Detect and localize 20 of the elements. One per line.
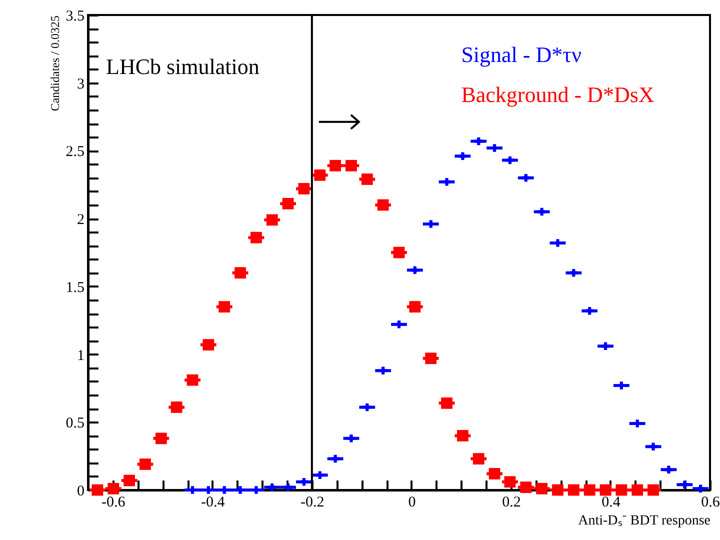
y-tick-label: 0.5	[66, 416, 84, 432]
y-tick-label: 0	[77, 484, 84, 500]
y-tick-label: 2	[77, 212, 84, 228]
annotation: LHCb simulation	[106, 54, 260, 79]
x-tick-label: 0.2	[502, 494, 521, 510]
x-tick-label: -0.4	[201, 494, 226, 510]
text: Signal - D*τν	[461, 42, 582, 67]
y-tick-label: 3.5	[66, 8, 84, 24]
x-tick-label: -0.6	[102, 494, 126, 510]
x-tick-label: 0	[408, 494, 416, 510]
x-axis-title: Anti-Dₛ⁻ BDT response	[578, 514, 710, 528]
x-tick-label: 0.4	[602, 494, 621, 510]
y-axis-title: Candidates / 0.0325	[48, 16, 62, 112]
y-tick-label: 3	[77, 76, 84, 92]
x-tick-label: -0.2	[300, 494, 324, 510]
y-tick-label: 2.5	[66, 144, 84, 160]
text: Background - D*DsX	[461, 82, 654, 107]
x-tick-label: 0.6	[701, 494, 720, 510]
y-tick-label: 1.5	[66, 280, 84, 296]
y-tick-label: 1	[77, 348, 84, 364]
